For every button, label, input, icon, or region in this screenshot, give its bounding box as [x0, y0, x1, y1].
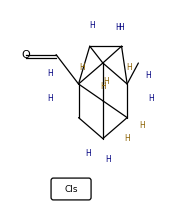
Text: H: H	[79, 63, 85, 72]
Text: H: H	[124, 134, 130, 143]
Text: H: H	[104, 77, 109, 86]
Text: H: H	[115, 23, 121, 32]
Text: Cls: Cls	[64, 185, 78, 193]
Text: O: O	[22, 50, 30, 60]
Text: H: H	[106, 155, 111, 164]
Text: H: H	[145, 71, 151, 80]
Text: H: H	[89, 21, 94, 30]
FancyBboxPatch shape	[51, 178, 91, 200]
Text: H: H	[85, 149, 91, 158]
Text: H: H	[126, 63, 132, 72]
Text: H: H	[149, 94, 154, 103]
Text: H: H	[119, 23, 124, 32]
Text: H: H	[48, 94, 53, 103]
Text: H: H	[100, 82, 106, 91]
Text: H: H	[48, 69, 53, 78]
Text: H: H	[139, 122, 145, 130]
